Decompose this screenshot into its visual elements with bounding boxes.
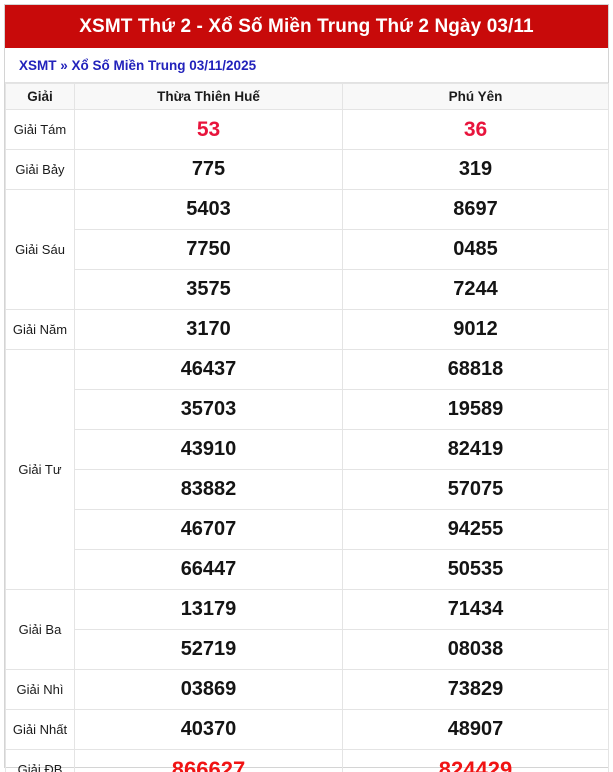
prize-number-province-1: 43910 bbox=[74, 429, 343, 470]
prize-number-province-1: 3170 bbox=[74, 309, 343, 350]
table-row: Giải Tám 53 36 bbox=[5, 109, 609, 150]
prize-label: Giải Bảy bbox=[5, 149, 75, 190]
table-row: 35703 19589 bbox=[6, 389, 609, 430]
column-header-prize: Giải bbox=[5, 83, 75, 110]
prize-label: Giải Nhất bbox=[5, 709, 75, 750]
prize-number-province-1: 775 bbox=[74, 149, 343, 190]
prize-number-province-1: 866627 bbox=[74, 749, 343, 772]
prize-number-province-1: 40370 bbox=[74, 709, 343, 750]
prize-number-province-2: 9012 bbox=[342, 309, 609, 350]
prize-label: Giải Sáu bbox=[5, 189, 75, 310]
prize-number-province-1: 35703 bbox=[74, 389, 343, 430]
prize-number-province-2: 36 bbox=[342, 109, 609, 150]
prize-number-province-2: 94255 bbox=[342, 509, 609, 550]
table-row: 52719 08038 bbox=[6, 629, 609, 670]
prize-label: Giải Nhì bbox=[5, 669, 75, 710]
breadcrumb[interactable]: XSMT » Xổ Số Miền Trung 03/11/2025 bbox=[5, 48, 608, 83]
table-row: Giải Tư 46437 68818 bbox=[5, 349, 609, 590]
table-row: Giải Nhì 03869 73829 bbox=[5, 669, 609, 710]
prize-label: Giải Năm bbox=[5, 309, 75, 350]
prize-number-province-2: 7244 bbox=[342, 269, 609, 310]
prize-label: Giải Tư bbox=[5, 349, 75, 590]
prize-number-province-1: 7750 bbox=[74, 229, 343, 270]
prize-number-province-2: 19589 bbox=[342, 389, 609, 430]
prize-number-province-1: 46707 bbox=[74, 509, 343, 550]
lottery-results-table: Giải Thừa Thiên Huế Phú Yên Giải Tám 53 36… bbox=[5, 83, 609, 772]
prize-number-province-1: 83882 bbox=[74, 469, 343, 510]
results-card: XSMT Thứ 2 - Xổ Số Miền Trung Thứ 2 Ngày… bbox=[4, 4, 609, 772]
table-row: 83882 57075 bbox=[6, 469, 609, 510]
prize-number-province-1: 5403 bbox=[74, 189, 343, 230]
table-header: Giải Thừa Thiên Huế Phú Yên bbox=[5, 83, 609, 110]
prize-label: Giải Ba bbox=[5, 589, 75, 670]
prize-number-province-2: 8697 bbox=[342, 189, 609, 230]
table-row: Giải ĐB 866627 824429 bbox=[5, 749, 609, 772]
page-banner: XSMT Thứ 2 - Xổ Số Miền Trung Thứ 2 Ngày… bbox=[5, 5, 608, 48]
prize-number-province-1: 13179 bbox=[74, 589, 343, 630]
prize-number-province-2: 73829 bbox=[342, 669, 609, 710]
table-row: Giải Nhất 40370 48907 bbox=[5, 709, 609, 750]
prize-label: Giải Tám bbox=[5, 109, 75, 150]
prize-label: Giải ĐB bbox=[5, 749, 75, 772]
prize-number-province-2: 319 bbox=[342, 149, 609, 190]
table-row: 66447 50535 bbox=[6, 549, 609, 590]
prize-number-province-2: 0485 bbox=[342, 229, 609, 270]
table-row: 46707 94255 bbox=[6, 509, 609, 550]
table-row: Giải Năm 3170 9012 bbox=[5, 309, 609, 350]
breadcrumb-label[interactable]: XSMT » Xổ Số Miền Trung 03/11/2025 bbox=[19, 57, 257, 73]
table-row: Giải Bảy 775 319 bbox=[5, 149, 609, 190]
prize-number-province-1: 46437 bbox=[74, 349, 343, 390]
prize-number-province-2: 68818 bbox=[342, 349, 609, 390]
prize-number-province-2: 48907 bbox=[342, 709, 609, 750]
prize-number-province-1: 53 bbox=[74, 109, 343, 150]
prize-number-province-2: 71434 bbox=[342, 589, 609, 630]
table-row: Giải Sáu 5403 8697 bbox=[5, 189, 609, 310]
prize-number-province-1: 52719 bbox=[74, 629, 343, 670]
column-header-province-2: Phú Yên bbox=[342, 83, 609, 110]
prize-number-province-2: 57075 bbox=[342, 469, 609, 510]
column-header-province-1: Thừa Thiên Huế bbox=[74, 83, 343, 110]
table-row: 43910 82419 bbox=[6, 429, 609, 470]
page-title: XSMT Thứ 2 - Xổ Số Miền Trung Thứ 2 Ngày… bbox=[79, 15, 534, 37]
prize-number-province-2: 50535 bbox=[342, 549, 609, 590]
table-row: 3575 7244 bbox=[6, 269, 609, 310]
table-row: Giải Ba 13179 71434 bbox=[5, 589, 609, 670]
prize-number-province-1: 03869 bbox=[74, 669, 343, 710]
prize-number-province-2: 82419 bbox=[342, 429, 609, 470]
table-header-row: Giải Thừa Thiên Huế Phú Yên bbox=[5, 83, 609, 110]
prize-number-province-2: 08038 bbox=[342, 629, 609, 670]
table-row: 7750 0485 bbox=[6, 229, 609, 270]
table-body: Giải Tám 53 36 Giải Bảy 775 319 Giải Sáu 5403 86… bbox=[5, 109, 609, 772]
prize-number-province-2: 824429 bbox=[342, 749, 609, 772]
prize-number-province-1: 3575 bbox=[74, 269, 343, 310]
prize-number-province-1: 66447 bbox=[74, 549, 343, 590]
